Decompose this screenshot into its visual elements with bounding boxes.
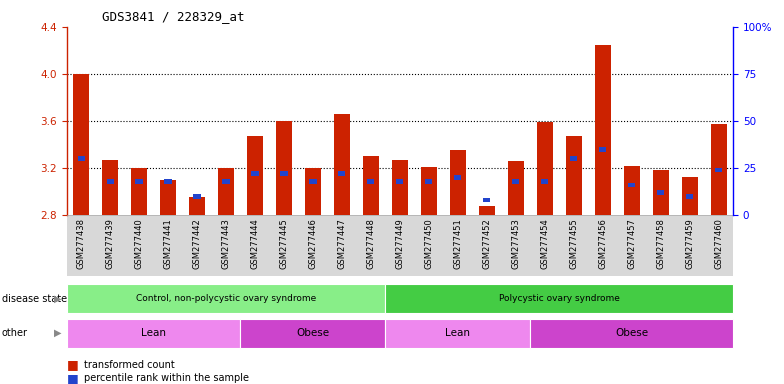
Bar	[396, 179, 404, 184]
Bar	[541, 179, 548, 184]
Bar	[165, 179, 172, 184]
Bar	[715, 167, 722, 172]
Bar	[657, 190, 664, 195]
Bar	[363, 156, 379, 215]
Text: disease state: disease state	[2, 293, 67, 304]
Bar	[218, 168, 234, 215]
Text: Obese: Obese	[615, 328, 648, 338]
Text: Obese: Obese	[296, 328, 329, 338]
Bar	[628, 182, 635, 187]
Bar	[334, 114, 350, 215]
Bar	[281, 171, 288, 176]
Text: Control, non-polycystic ovary syndrome: Control, non-polycystic ovary syndrome	[136, 294, 316, 303]
Bar	[392, 160, 408, 215]
Bar	[252, 171, 259, 176]
Bar	[450, 151, 466, 215]
Bar	[276, 121, 292, 215]
Bar	[595, 45, 611, 215]
Bar	[223, 179, 230, 184]
Bar	[537, 122, 553, 215]
Bar	[570, 156, 577, 161]
Bar	[710, 124, 727, 215]
Bar	[508, 161, 524, 215]
Text: other: other	[2, 328, 27, 338]
Bar	[131, 168, 147, 215]
Bar	[73, 74, 89, 215]
Text: Lean: Lean	[141, 328, 166, 338]
Text: GDS3841 / 228329_at: GDS3841 / 228329_at	[102, 10, 245, 23]
Bar	[305, 168, 321, 215]
Bar	[247, 136, 263, 215]
Text: Polycystic ovary syndrome: Polycystic ovary syndrome	[499, 294, 619, 303]
Bar	[339, 171, 346, 176]
Bar	[512, 179, 519, 184]
Text: ■: ■	[67, 372, 78, 384]
Bar	[599, 147, 606, 152]
Bar	[136, 179, 143, 184]
Bar	[454, 175, 461, 180]
Bar	[425, 179, 433, 184]
Text: transformed count: transformed count	[84, 360, 175, 370]
Bar	[107, 179, 114, 184]
Bar	[681, 177, 698, 215]
Text: ▶: ▶	[53, 328, 61, 338]
Bar	[686, 194, 693, 199]
Bar	[483, 198, 490, 202]
Bar	[652, 170, 669, 215]
Bar	[310, 179, 317, 184]
Bar	[566, 136, 582, 215]
Bar	[160, 180, 176, 215]
Text: ■: ■	[67, 358, 78, 371]
Text: Lean: Lean	[445, 328, 470, 338]
Bar	[479, 206, 495, 215]
Bar	[102, 160, 118, 215]
Bar	[421, 167, 437, 215]
Bar	[78, 156, 85, 161]
Text: percentile rank within the sample: percentile rank within the sample	[84, 373, 249, 383]
Bar	[189, 197, 205, 215]
Bar	[623, 166, 640, 215]
Text: ▶: ▶	[53, 293, 61, 304]
Bar	[367, 179, 375, 184]
Bar	[194, 194, 201, 199]
